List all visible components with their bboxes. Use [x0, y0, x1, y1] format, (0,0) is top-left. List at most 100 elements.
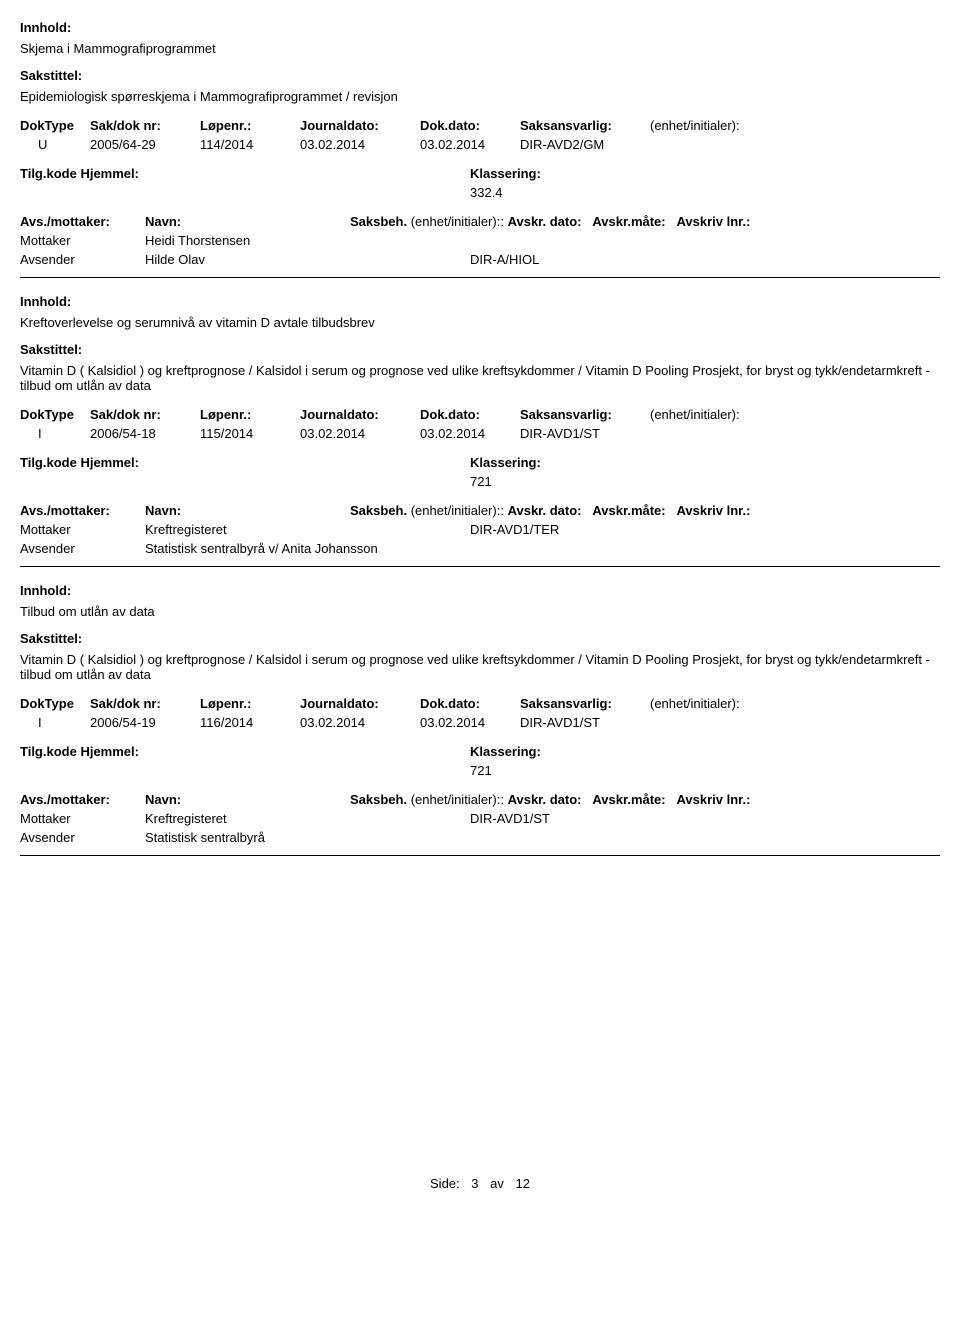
sakdoknr-header: Sak/dok nr:: [90, 407, 200, 422]
avskr-dato-label: Avskr. dato:: [508, 503, 582, 518]
doktype-value: U: [20, 137, 90, 152]
tilgkode-label: Tilg.kode: [20, 166, 77, 181]
lopenr-header: Løpenr.:: [200, 118, 300, 133]
klassering-value: 332.4: [20, 185, 940, 200]
saksbeh-label: Saksbeh.: [350, 792, 407, 807]
avskr-dato-label: Avskr. dato:: [508, 792, 582, 807]
innhold-value: Kreftoverlevelse og serumnivå av vitamin…: [20, 315, 940, 330]
saksansvarlig-value: DIR-AVD1/ST: [520, 426, 650, 441]
avskr-mate-label: Avskr.måte:: [592, 214, 665, 229]
footer-page: 3: [471, 1176, 478, 1191]
party-name: Statistisk sentralbyrå: [145, 830, 470, 845]
party-row: Avsender Statistisk sentralbyrå v/ Anita…: [20, 541, 940, 556]
dokdato-value: 03.02.2014: [420, 426, 520, 441]
avskr-dato-label: Avskr. dato:: [508, 214, 582, 229]
sakstittel-value: Epidemiologisk spørreskjema i Mammografi…: [20, 89, 940, 104]
saksbeh-enhet: (enhet/initialer):: [411, 503, 501, 518]
sakstittel-label: Sakstittel:: [20, 631, 82, 646]
journaldato-value: 03.02.2014: [300, 715, 420, 730]
entry-divider: [20, 855, 940, 856]
enhet-header: (enhet/initialer):: [650, 696, 800, 711]
footer-av-label: av: [490, 1176, 504, 1191]
party-row: Mottaker Kreftregisteret DIR-AVD1/ST: [20, 811, 940, 826]
party-header-row: Avs./mottaker: Navn: Saksbeh. (enhet/ini…: [20, 214, 940, 229]
data-row: I 2006/54-18 115/2014 03.02.2014 03.02.2…: [20, 426, 940, 441]
party-role: Avsender: [20, 252, 145, 267]
footer-total: 12: [516, 1176, 530, 1191]
saksansvarlig-header: Saksansvarlig:: [520, 118, 650, 133]
sakstittel-value: Vitamin D ( Kalsidiol ) og kreftprognose…: [20, 363, 940, 393]
party-code: DIR-AVD1/ST: [470, 811, 940, 826]
sakstittel-label: Sakstittel:: [20, 342, 82, 357]
party-row: Avsender Hilde Olav DIR-A/HIOL: [20, 252, 940, 267]
journal-entry: Innhold: Skjema i Mammografiprogrammet S…: [20, 20, 940, 267]
saksbeh-enhet: (enhet/initialer):: [411, 792, 501, 807]
klassering-label: Klassering:: [470, 455, 940, 470]
innhold-label: Innhold:: [20, 20, 71, 35]
saksbeh-label: Saksbeh.: [350, 503, 407, 518]
klassering-value: 721: [20, 474, 940, 489]
lopenr-value: 116/2014: [200, 715, 300, 730]
party-row: Mottaker Heidi Thorstensen: [20, 233, 940, 248]
party-name: Statistisk sentralbyrå v/ Anita Johansso…: [145, 541, 470, 556]
tilgkode-row: Tilg.kode Hjemmel: Klassering:: [20, 455, 940, 470]
party-code: [470, 541, 940, 556]
data-row: U 2005/64-29 114/2014 03.02.2014 03.02.2…: [20, 137, 940, 152]
sakstittel-value: Vitamin D ( Kalsidiol ) og kreftprognose…: [20, 652, 940, 682]
party-name: Heidi Thorstensen: [145, 233, 470, 248]
tilgkode-row: Tilg.kode Hjemmel: Klassering:: [20, 166, 940, 181]
navn-label: Navn:: [145, 503, 350, 518]
party-header-row: Avs./mottaker: Navn: Saksbeh. (enhet/ini…: [20, 792, 940, 807]
innhold-label: Innhold:: [20, 583, 71, 598]
sakdoknr-value: 2005/64-29: [90, 137, 200, 152]
saksansvarlig-value: DIR-AVD2/GM: [520, 137, 650, 152]
party-header-row: Avs./mottaker: Navn: Saksbeh. (enhet/ini…: [20, 503, 940, 518]
party-row: Mottaker Kreftregisteret DIR-AVD1/TER: [20, 522, 940, 537]
doktype-value: I: [20, 715, 90, 730]
avskr-mate-label: Avskr.måte:: [592, 792, 665, 807]
enhet-header: (enhet/initialer):: [650, 407, 800, 422]
doktype-value: I: [20, 426, 90, 441]
party-code: DIR-AVD1/TER: [470, 522, 940, 537]
party-name: Hilde Olav: [145, 252, 470, 267]
sakdoknr-value: 2006/54-18: [90, 426, 200, 441]
innhold-value: Tilbud om utlån av data: [20, 604, 940, 619]
klassering-label: Klassering:: [470, 744, 940, 759]
klassering-label: Klassering:: [470, 166, 940, 181]
party-name: Kreftregisteret: [145, 811, 470, 826]
dokdato-value: 03.02.2014: [420, 137, 520, 152]
dokdato-header: Dok.dato:: [420, 407, 520, 422]
tilgkode-label: Tilg.kode: [20, 455, 77, 470]
doktype-header: DokType: [20, 118, 90, 133]
sakdoknr-header: Sak/dok nr:: [90, 118, 200, 133]
hjemmel-label: Hjemmel:: [80, 166, 139, 181]
saksansvarlig-header: Saksansvarlig:: [520, 696, 650, 711]
avs-mottaker-label: Avs./mottaker:: [20, 792, 145, 807]
avskriv-lnr-label: Avskriv lnr.:: [677, 792, 751, 807]
saksansvarlig-value: DIR-AVD1/ST: [520, 715, 650, 730]
party-role: Avsender: [20, 541, 145, 556]
journaldato-value: 03.02.2014: [300, 137, 420, 152]
party-code: DIR-A/HIOL: [470, 252, 940, 267]
dokdato-header: Dok.dato:: [420, 696, 520, 711]
party-role: Mottaker: [20, 233, 145, 248]
doktype-header: DokType: [20, 407, 90, 422]
avs-mottaker-label: Avs./mottaker:: [20, 214, 145, 229]
party-role: Avsender: [20, 830, 145, 845]
footer-side-label: Side:: [430, 1176, 460, 1191]
dokdato-value: 03.02.2014: [420, 715, 520, 730]
avs-mottaker-label: Avs./mottaker:: [20, 503, 145, 518]
lopenr-value: 114/2014: [200, 137, 300, 152]
party-code: [470, 233, 940, 248]
saksbeh-label: Saksbeh.: [350, 214, 407, 229]
saksbeh-enhet: (enhet/initialer):: [411, 214, 501, 229]
lopenr-header: Løpenr.:: [200, 407, 300, 422]
dokdato-header: Dok.dato:: [420, 118, 520, 133]
navn-label: Navn:: [145, 214, 350, 229]
journal-entry: Innhold: Kreftoverlevelse og serumnivå a…: [20, 294, 940, 556]
sakstittel-label: Sakstittel:: [20, 68, 82, 83]
enhet-header: (enhet/initialer):: [650, 118, 800, 133]
entry-divider: [20, 277, 940, 278]
innhold-value: Skjema i Mammografiprogrammet: [20, 41, 940, 56]
lopenr-header: Løpenr.:: [200, 696, 300, 711]
